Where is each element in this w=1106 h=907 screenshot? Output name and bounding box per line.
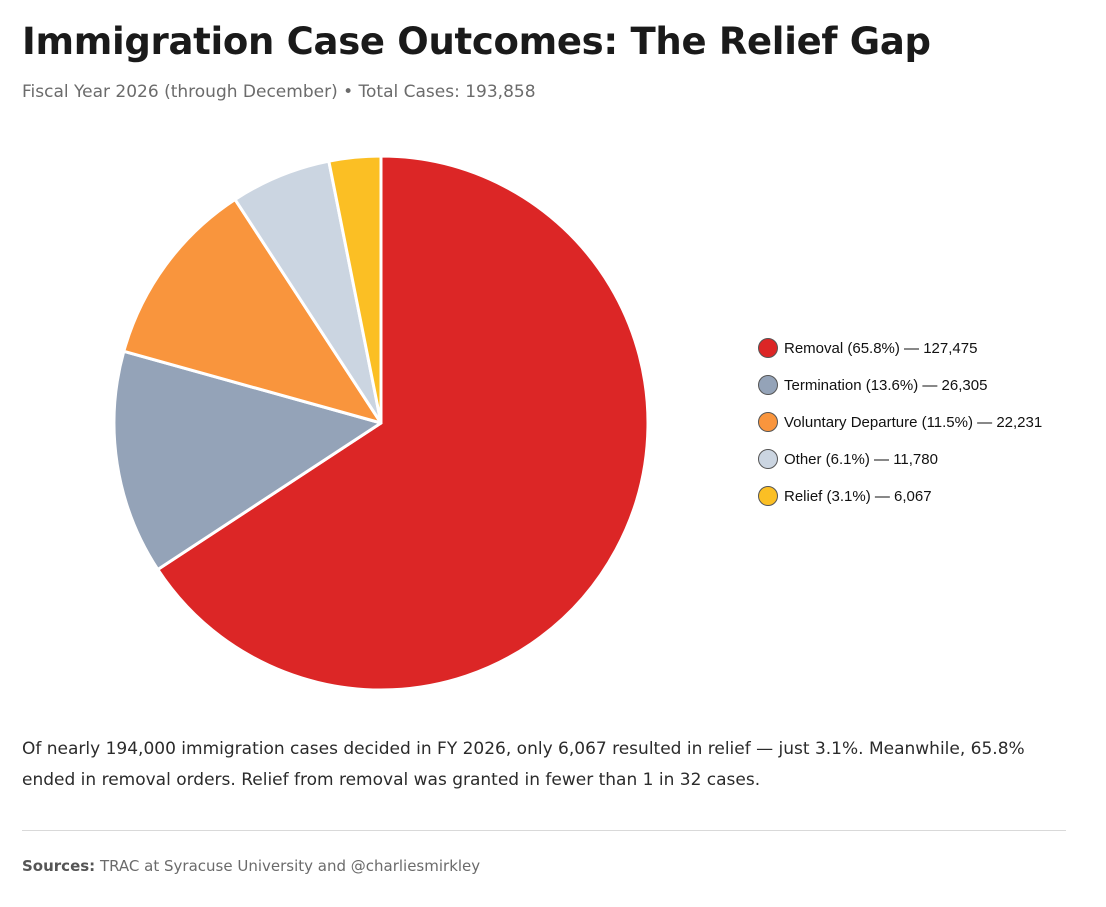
legend-swatch-termination — [758, 375, 778, 395]
pie-slice-voluntary-departure — [122, 197, 383, 425]
legend-item-termination: Termination (13.6%) — 26,305 — [758, 373, 1042, 397]
sources-text: TRAC at Syracuse University and @charlie… — [95, 857, 481, 875]
chart-legend: Removal (65.8%) — 127,475 Termination (1… — [758, 336, 1042, 521]
pie-slice-removal — [156, 154, 650, 692]
legend-label-termination: Termination (13.6%) — 26,305 — [784, 376, 988, 394]
legend-swatch-other — [758, 449, 778, 469]
summary-text: Of nearly 194,000 immigration cases deci… — [22, 739, 1025, 790]
legend-swatch-voluntary-departure — [758, 412, 778, 432]
chart-title: Immigration Case Outcomes: The Relief Ga… — [22, 20, 931, 63]
legend-label-removal: Removal (65.8%) — 127,475 — [784, 339, 978, 357]
legend-item-removal: Removal (65.8%) — 127,475 — [758, 336, 1042, 360]
sources-label: Sources: — [22, 857, 96, 875]
legend-item-voluntary-departure: Voluntary Departure (11.5%) — 22,231 — [758, 410, 1042, 434]
legend-swatch-removal — [758, 338, 778, 358]
legend-item-other: Other (6.1%) — 11,780 — [758, 447, 1042, 471]
sources-line: Sources: TRAC at Syracuse University and… — [22, 857, 480, 875]
pie-slice-relief — [327, 154, 383, 425]
chart-subtitle: Fiscal Year 2026 (through December) • To… — [22, 82, 536, 102]
legend-label-other: Other (6.1%) — 11,780 — [784, 450, 938, 468]
legend-label-relief: Relief (3.1%) — 6,067 — [784, 487, 932, 505]
legend-label-voluntary-departure: Voluntary Departure (11.5%) — 22,231 — [784, 413, 1043, 431]
legend-item-relief: Relief (3.1%) — 6,067 — [758, 484, 1042, 508]
legend-swatch-relief — [758, 486, 778, 506]
divider — [22, 830, 1066, 831]
pie-chart — [112, 154, 650, 692]
